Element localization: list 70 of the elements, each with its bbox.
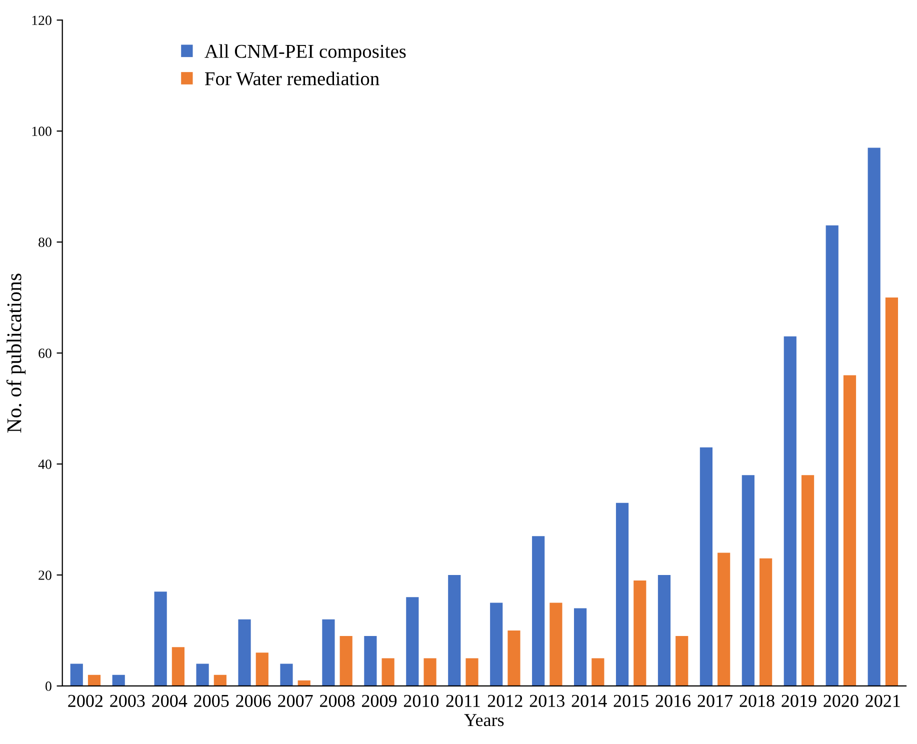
bar — [700, 447, 713, 686]
bar — [238, 619, 251, 686]
bar — [508, 630, 520, 686]
bar — [532, 536, 545, 686]
x-tick-label: 2003 — [110, 694, 145, 708]
bar — [172, 647, 184, 686]
x-tick-label: 2008 — [320, 694, 355, 708]
bar — [298, 680, 310, 686]
x-tick-label: 2007 — [278, 694, 313, 708]
bar — [676, 636, 688, 686]
bar — [634, 580, 646, 686]
y-tick-label: 60 — [38, 348, 52, 358]
bar — [406, 597, 419, 686]
bar — [448, 574, 461, 686]
bar — [718, 552, 730, 686]
x-tick-label: 2018 — [740, 694, 774, 708]
bar — [466, 658, 478, 686]
bar — [256, 652, 268, 686]
x-tick-label: 2012 — [488, 694, 522, 708]
x-tick-label: 2004 — [152, 694, 188, 708]
x-tick-label: 2020 — [824, 694, 858, 708]
y-tick-label: 20 — [38, 570, 52, 580]
bar — [340, 636, 352, 686]
bar — [280, 664, 293, 686]
bar — [801, 475, 814, 686]
bar — [742, 475, 754, 686]
bar — [843, 375, 856, 686]
bar — [868, 148, 880, 686]
y-tick-label: 80 — [38, 238, 52, 248]
bar — [550, 602, 562, 686]
bar — [658, 574, 671, 686]
y-tick-label: 40 — [38, 460, 52, 469]
x-tick-label: 2016 — [656, 694, 691, 708]
bar — [214, 674, 226, 686]
y-tick-label: 0 — [46, 682, 52, 691]
bar — [424, 658, 436, 686]
bar — [616, 502, 629, 686]
bar — [88, 674, 101, 686]
x-axis-title: Years — [464, 714, 504, 726]
x-tick-label: 2015 — [614, 694, 648, 708]
bar — [70, 664, 83, 686]
bar — [490, 602, 503, 686]
x-tick-label: 2017 — [698, 694, 733, 708]
legend-label: All CNM-PEI composites — [204, 44, 406, 62]
x-tick-label: 2021 — [866, 694, 900, 708]
bar — [574, 608, 587, 686]
bar — [784, 336, 796, 686]
bar — [760, 558, 772, 686]
bar — [196, 664, 209, 686]
bar — [885, 298, 898, 686]
bar — [364, 636, 377, 686]
x-tick-label: 2009 — [362, 694, 397, 708]
legend-label: For Water remediation — [204, 72, 380, 86]
x-tick-label: 2010 — [404, 694, 439, 708]
y-tick-label: 100 — [32, 126, 52, 136]
x-tick-label: 2002 — [68, 694, 102, 708]
bar — [826, 225, 838, 686]
x-tick-label: 2005 — [194, 694, 229, 708]
x-tick-label: 2011 — [446, 694, 480, 708]
x-tick-label: 2019 — [782, 694, 816, 708]
y-axis-title: No. of publications — [6, 274, 26, 433]
bar — [592, 658, 604, 686]
y-tick-label: 120 — [32, 16, 52, 26]
bar — [154, 592, 167, 686]
bar — [382, 658, 394, 686]
x-tick-label: 2013 — [530, 694, 564, 708]
bar — [322, 619, 335, 686]
x-tick-label: 2006 — [236, 694, 271, 708]
bar — [112, 674, 125, 686]
x-tick-label: 2014 — [572, 694, 607, 708]
